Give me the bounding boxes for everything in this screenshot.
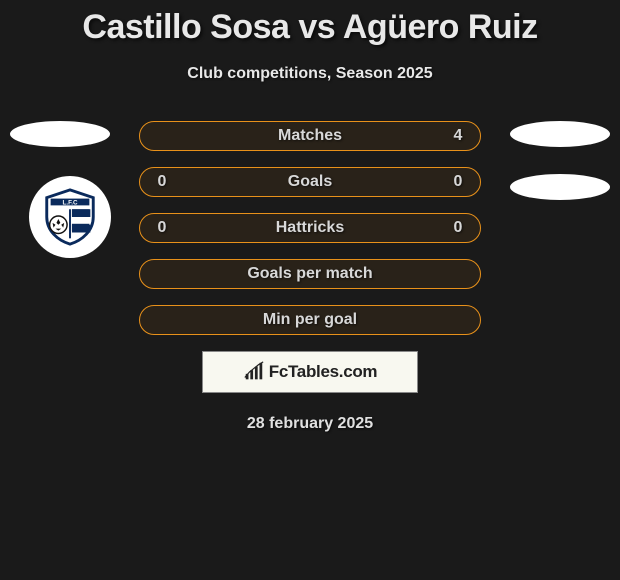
bar-chart-icon bbox=[243, 361, 265, 383]
generated-date: 28 february 2025 bbox=[0, 415, 620, 433]
stat-left-value: 0 bbox=[152, 219, 172, 237]
stat-label: Hattricks bbox=[172, 219, 448, 237]
stat-label: Min per goal bbox=[172, 311, 448, 329]
player1-avatar-placeholder bbox=[10, 121, 110, 147]
stat-rows: Matches 4 0 Goals 0 0 Hattricks 0 Goals … bbox=[139, 121, 481, 335]
stat-row-min-per-goal: Min per goal bbox=[139, 305, 481, 335]
infographic-container: Castillo Sosa vs Agüero Ruiz Club compet… bbox=[0, 0, 620, 433]
stat-left-value: 0 bbox=[152, 173, 172, 191]
stat-row-goals: 0 Goals 0 bbox=[139, 167, 481, 197]
stat-row-goals-per-match: Goals per match bbox=[139, 259, 481, 289]
svg-text:L.F.C: L.F.C bbox=[62, 199, 77, 206]
stat-row-matches: Matches 4 bbox=[139, 121, 481, 151]
player1-club-badge: L.F.C bbox=[29, 176, 111, 258]
stat-right-value: 4 bbox=[448, 127, 468, 145]
player2-avatar-placeholder bbox=[510, 121, 610, 147]
stat-label: Goals bbox=[172, 173, 448, 191]
stat-right-value: 0 bbox=[448, 219, 468, 237]
stats-area: L.F.C Matches 4 bbox=[0, 121, 620, 433]
stat-label: Goals per match bbox=[172, 265, 448, 283]
stat-label: Matches bbox=[172, 127, 448, 145]
page-subtitle: Club competitions, Season 2025 bbox=[0, 65, 620, 83]
brand-name: FcTables.com bbox=[269, 362, 378, 382]
stat-right-value: 0 bbox=[448, 173, 468, 191]
page-title: Castillo Sosa vs Agüero Ruiz bbox=[0, 0, 620, 47]
brand-logo-box: FcTables.com bbox=[202, 351, 418, 393]
player2-club-placeholder bbox=[510, 174, 610, 200]
club-crest-icon: L.F.C bbox=[39, 186, 101, 248]
stat-row-hattricks: 0 Hattricks 0 bbox=[139, 213, 481, 243]
